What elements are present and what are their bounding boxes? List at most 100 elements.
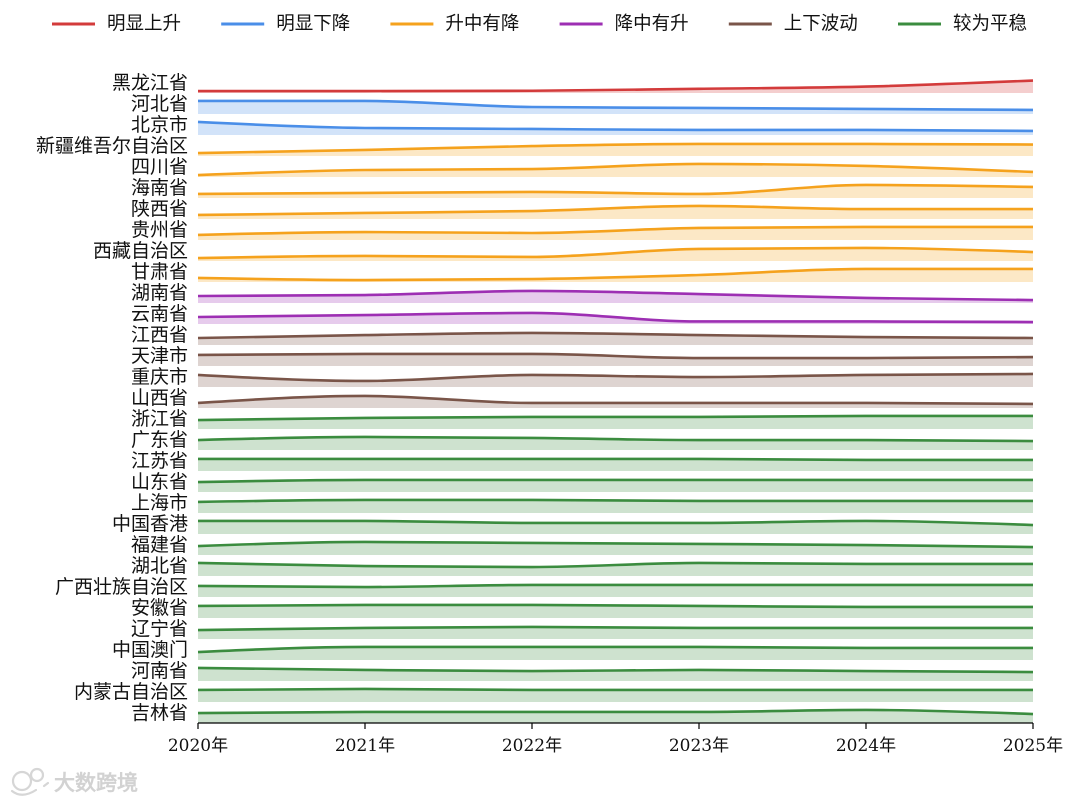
ridge-area xyxy=(198,290,1033,303)
row-label: 中国香港 xyxy=(112,513,188,535)
row-label: 重庆市 xyxy=(131,366,188,388)
ridge-row: 重庆市 xyxy=(131,366,1034,388)
ridge-line xyxy=(197,708,1034,716)
ridge-line xyxy=(197,246,1034,260)
ridge-row: 江西省 xyxy=(131,324,1034,346)
ridge-line xyxy=(197,331,1034,340)
ridge-row: 四川省 xyxy=(131,156,1034,178)
ridge-line xyxy=(197,603,1033,609)
row-label: 四川省 xyxy=(131,156,188,178)
ridge-line xyxy=(197,625,1033,632)
row-label: 湖南省 xyxy=(131,282,188,304)
ridge-row: 广西壮族自治区 xyxy=(55,576,1033,598)
ridge-line xyxy=(197,289,1034,302)
legend-item: 明显下降 xyxy=(221,14,350,35)
ridge-line xyxy=(197,183,1034,196)
ridge-row: 河北省 xyxy=(131,93,1034,115)
legend-label: 明显下降 xyxy=(276,14,350,35)
ridge-area xyxy=(198,353,1033,366)
row-label: 西藏自治区 xyxy=(93,240,188,262)
ridge-area xyxy=(198,121,1033,135)
ridge-row: 上海市 xyxy=(131,492,1033,514)
row-label: 山西省 xyxy=(131,387,188,409)
ridge-row: 山西省 xyxy=(131,387,1034,409)
ridge-area xyxy=(198,499,1033,513)
ridge-area xyxy=(198,688,1033,702)
ridge-line xyxy=(197,478,1033,484)
legend-label: 上下波动 xyxy=(784,14,858,35)
ridge-area xyxy=(198,373,1033,387)
ridge-line xyxy=(197,162,1034,177)
row-label: 吉林省 xyxy=(131,702,188,724)
x-tick-label: 2023年 xyxy=(669,736,729,756)
ridge-line xyxy=(197,519,1034,527)
ridge-row: 浙江省 xyxy=(131,408,1033,430)
legend-label: 明显上升 xyxy=(107,14,181,35)
row-label: 山东省 xyxy=(131,471,188,493)
ridge-area xyxy=(198,163,1033,177)
row-label: 云南省 xyxy=(131,303,188,325)
ridge-line xyxy=(197,372,1034,383)
ridge-area xyxy=(198,626,1033,639)
ridge-line xyxy=(197,498,1033,504)
watermark-logo-icon xyxy=(10,767,50,796)
x-tick-label: 2022年 xyxy=(502,736,562,756)
legend-item: 明显上升 xyxy=(52,14,181,35)
ridge-line xyxy=(197,414,1033,422)
ridge-row: 中国澳门 xyxy=(112,639,1033,661)
ridge-row: 湖北省 xyxy=(131,555,1033,577)
ridge-row: 吉林省 xyxy=(131,702,1034,724)
row-label: 贵州省 xyxy=(131,219,188,241)
legend-item: 降中有升 xyxy=(559,14,689,35)
legend-label: 较为平稳 xyxy=(953,14,1027,35)
row-label: 天津市 xyxy=(131,345,188,367)
ridge-area xyxy=(198,268,1033,282)
ridge-row: 西藏自治区 xyxy=(93,240,1034,262)
row-label: 广西壮族自治区 xyxy=(55,576,188,598)
legend-label: 降中有升 xyxy=(615,14,689,35)
ridge-area xyxy=(198,562,1033,576)
legend-item: 升中有降 xyxy=(390,14,519,35)
row-label: 新疆维吾尔自治区 xyxy=(36,135,188,157)
ridge-line xyxy=(197,311,1034,324)
legend-label: 升中有降 xyxy=(445,14,519,35)
ridge-row: 内蒙古自治区 xyxy=(74,681,1033,703)
ridge-row: 河南省 xyxy=(131,660,1034,682)
row-label: 内蒙古自治区 xyxy=(74,681,188,703)
ridge-line xyxy=(197,225,1033,237)
row-label: 河南省 xyxy=(131,660,188,682)
ridge-row: 贵州省 xyxy=(131,219,1033,241)
ridge-line xyxy=(197,79,1034,93)
ridge-line xyxy=(197,394,1034,406)
ridge-line xyxy=(197,352,1034,360)
ridge-row: 云南省 xyxy=(131,303,1034,325)
plot-area: 黑龙江省河北省北京市新疆维吾尔自治区四川省海南省陕西省贵州省西藏自治区甘肃省湖南… xyxy=(36,72,1034,724)
row-label: 北京市 xyxy=(131,114,188,136)
ridge-area xyxy=(198,100,1033,114)
ridge-row: 湖南省 xyxy=(131,282,1034,304)
row-label: 浙江省 xyxy=(131,408,188,430)
row-label: 江苏省 xyxy=(131,450,188,472)
ridge-area xyxy=(198,520,1033,534)
row-label: 辽宁省 xyxy=(131,618,188,640)
ridge-area xyxy=(198,479,1033,492)
x-tick-label: 2020年 xyxy=(168,736,228,756)
legend-item: 较为平稳 xyxy=(898,14,1027,35)
ridge-line xyxy=(197,120,1034,133)
row-label: 海南省 xyxy=(131,177,188,199)
row-label: 中国澳门 xyxy=(112,639,188,661)
row-label: 黑龙江省 xyxy=(112,72,188,94)
row-label: 福建省 xyxy=(131,534,188,556)
ridge-line xyxy=(197,687,1033,692)
ridge-row: 新疆维吾尔自治区 xyxy=(36,135,1034,157)
ridge-area xyxy=(198,226,1033,240)
ridge-row: 海南省 xyxy=(131,177,1034,199)
ridge-row: 北京市 xyxy=(131,114,1034,136)
ridge-line xyxy=(197,457,1033,462)
ridge-area xyxy=(198,332,1033,345)
legend-item: 上下波动 xyxy=(728,14,858,35)
ridge-line xyxy=(197,99,1034,112)
x-tick-label: 2021年 xyxy=(335,736,395,756)
row-label: 陕西省 xyxy=(131,198,188,220)
